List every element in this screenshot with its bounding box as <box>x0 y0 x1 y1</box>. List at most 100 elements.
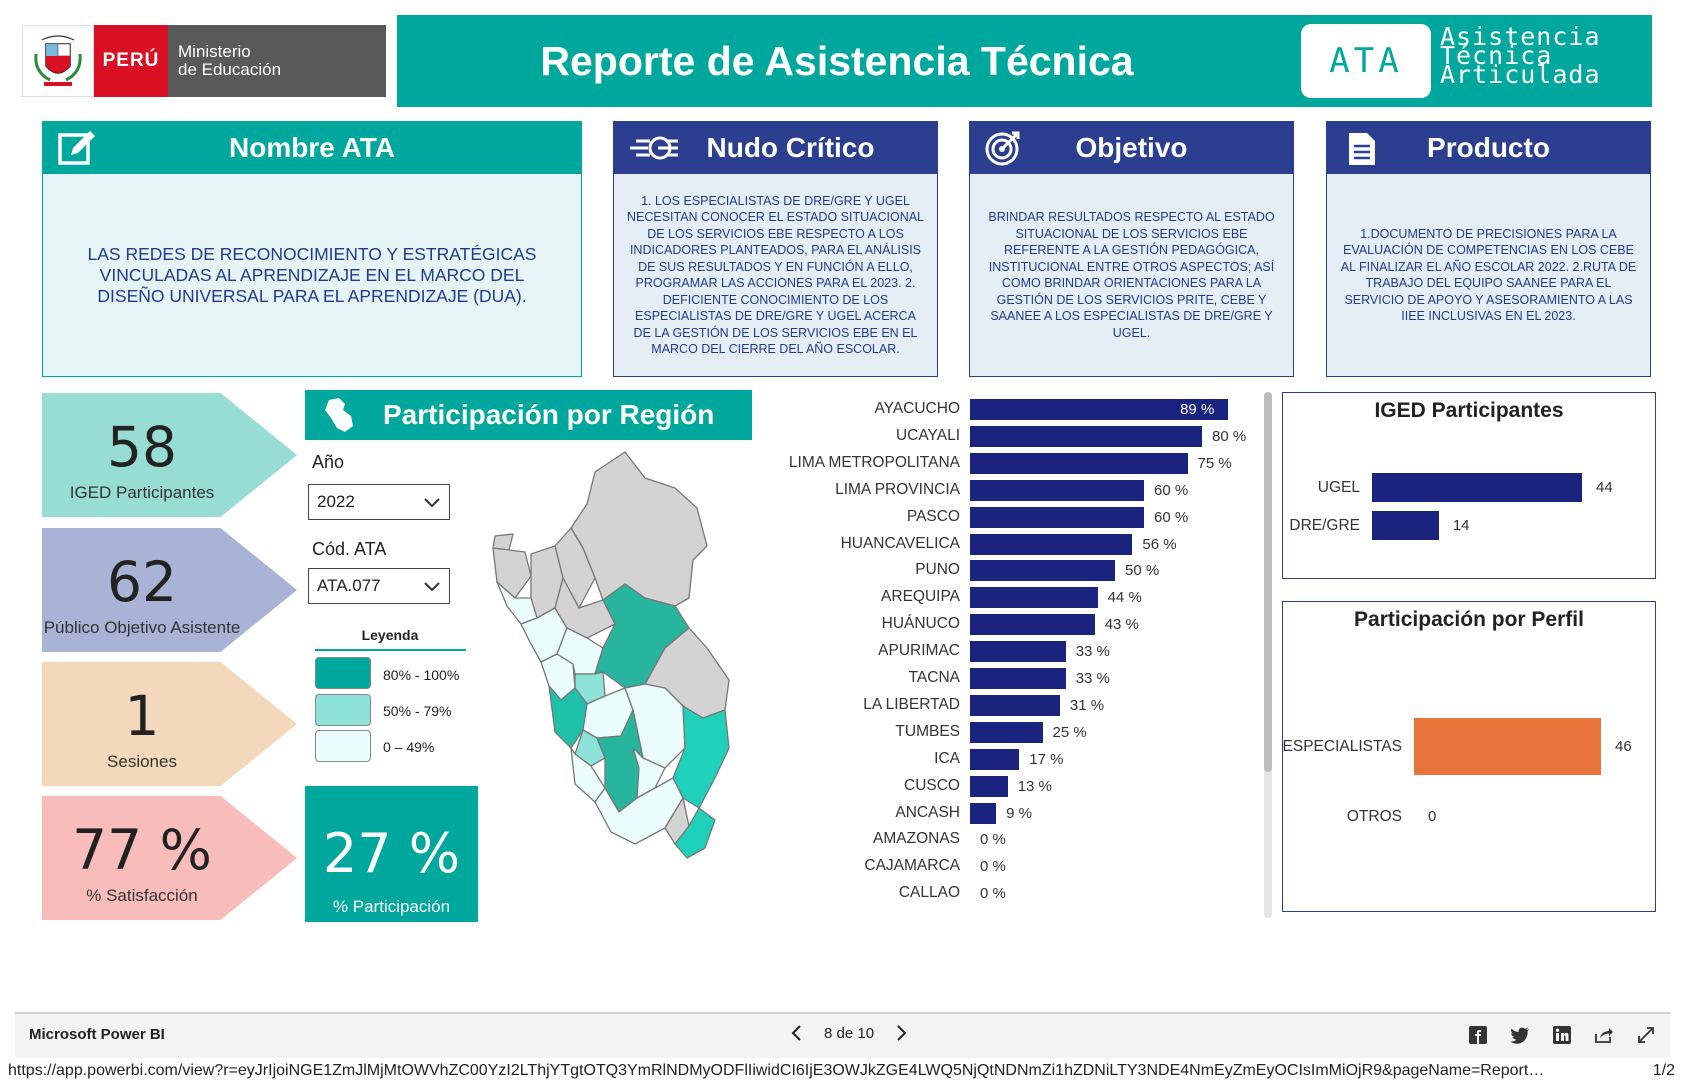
ata-line2: Técnica <box>1440 41 1553 70</box>
card-objetivo-header: Objetivo <box>970 122 1293 174</box>
map-region-arequipa[interactable] <box>594 777 684 845</box>
title-bar: Reporte de Asistencia Técnica ATA Asiste… <box>397 15 1652 107</box>
participation-kpi: 27 % % Participación <box>305 786 478 922</box>
bar[interactable] <box>1414 718 1601 775</box>
twitter-icon[interactable] <box>1510 1025 1530 1045</box>
kpi-label: Público Objetivo Asistente <box>43 618 241 637</box>
chart-title: IGED Participantes <box>1374 399 1564 422</box>
bar-value-label: 0 <box>1428 808 1437 825</box>
facebook-icon[interactable] <box>1468 1025 1488 1045</box>
bar-label: AMAZONAS <box>873 830 960 848</box>
bar-value-label: 80 % <box>1212 427 1247 445</box>
bar[interactable] <box>970 775 1008 797</box>
chevron-left-icon[interactable] <box>790 1024 802 1042</box>
legend-swatch-mid <box>315 694 371 726</box>
year-label: Año <box>312 452 345 472</box>
chevron-down-icon <box>424 498 440 508</box>
map-region-puno[interactable] <box>672 705 730 809</box>
page-indicator: 8 de 10 <box>824 1024 875 1042</box>
bar-label: HUANCAVELICA <box>840 534 960 552</box>
kpi-label: % Satisfacción <box>86 886 198 905</box>
bar-value-label: 46 <box>1615 738 1632 755</box>
bar[interactable] <box>1372 473 1582 502</box>
bar[interactable] <box>970 560 1115 582</box>
map-region-tacna[interactable] <box>674 807 716 859</box>
bar-label: AYACUCHO <box>874 400 960 417</box>
bar-label: PASCO <box>906 507 960 525</box>
bar-label: APURIMAC <box>878 642 960 660</box>
participation-value: 27 % <box>322 822 461 885</box>
bar-value-label: 14 <box>1452 517 1470 534</box>
card-nombre-title: Nombre ATA <box>229 132 395 163</box>
card-producto-header: Producto <box>1327 122 1650 174</box>
bar[interactable] <box>970 641 1066 663</box>
bar-label: CALLAO <box>898 884 960 902</box>
bar[interactable] <box>970 802 997 824</box>
linkedin-icon[interactable] <box>1552 1025 1572 1045</box>
minedu-logo: PERÚ Ministerio de Educación <box>22 25 386 97</box>
code-label: Cód. ATA <box>312 539 387 559</box>
peru-label: PERÚ <box>94 25 168 97</box>
map-region-san-martin[interactable] <box>554 577 616 639</box>
bar[interactable] <box>970 748 1020 770</box>
url-text: https://app.powerbi.com/view?r=eyJrIjoiN… <box>8 1062 1545 1079</box>
bar[interactable] <box>970 668 1066 689</box>
bar[interactable] <box>970 399 1229 420</box>
card-producto-title: Producto <box>1427 132 1550 163</box>
bar[interactable] <box>970 587 1098 609</box>
bar-value-label: 60 % <box>1154 481 1189 499</box>
page-title: Reporte de Asistencia Técnica <box>540 37 1134 84</box>
code-dropdown[interactable]: ATA.077 <box>308 568 450 604</box>
bar-value-label: 9 % <box>1006 804 1032 822</box>
bar[interactable] <box>970 721 1043 743</box>
year-dropdown[interactable]: 2022 <box>308 484 450 520</box>
bar-value-label: 44 % <box>1107 589 1142 607</box>
bar[interactable] <box>970 533 1133 555</box>
bar-label: OTROS <box>1346 808 1402 825</box>
bar-value-label: 0 % <box>980 831 1006 849</box>
fullscreen-icon[interactable] <box>1636 1025 1656 1045</box>
bar-label: CUSCO <box>904 776 960 794</box>
map-region-tumbes[interactable] <box>492 533 514 551</box>
chevron-down-icon <box>424 582 440 592</box>
legend-swatch-low <box>315 730 371 762</box>
card-nudo-critico: Nudo Crítico 1. LOS ESPECIALISTAS DE DRE… <box>613 121 938 377</box>
ministry-line2: de Educación <box>178 60 282 79</box>
ata-wordmark: Asistencia Técnica Articulada <box>1440 24 1601 87</box>
scrollbar-thumb[interactable] <box>1264 392 1272 772</box>
bar-label: ANCASH <box>895 803 960 821</box>
map-region-piura[interactable] <box>492 547 532 599</box>
bar[interactable] <box>970 694 1060 716</box>
bar[interactable] <box>970 506 1144 528</box>
bar-label: ESPECIALISTAS <box>1282 738 1402 755</box>
bar-value-label: 50 % <box>1125 562 1160 580</box>
legend-label: 50% - 79% <box>383 703 452 719</box>
powerbi-brand[interactable]: Microsoft Power BI <box>29 1026 165 1043</box>
map-region-huancavelica[interactable] <box>574 729 606 767</box>
chart-scrollbar[interactable] <box>1264 392 1272 918</box>
bar[interactable] <box>970 425 1202 447</box>
legend-swatch-high <box>315 657 371 689</box>
card-nudo-body: 1. LOS ESPECIALISTAS DE DRE/GRE Y UGEL N… <box>626 193 925 357</box>
kpi-publico-objetivo: 62 Público Objetivo Asistente <box>42 528 297 652</box>
share-icon[interactable] <box>1594 1025 1614 1045</box>
edit-icon <box>58 131 95 165</box>
bar[interactable] <box>1372 511 1439 540</box>
chevron-right-icon[interactable] <box>896 1024 908 1042</box>
bar-label: LA LIBERTAD <box>863 695 960 713</box>
bar-label: CAJAMARCA <box>864 857 960 875</box>
peru-region-map[interactable] <box>475 448 785 898</box>
page-navigator: 8 de 10 <box>790 1024 908 1042</box>
bar-value-label: 33 % <box>1075 670 1110 687</box>
bar-label: AREQUIPA <box>881 588 960 606</box>
bar[interactable] <box>970 452 1188 474</box>
bar[interactable] <box>970 614 1095 636</box>
card-nudo-title: Nudo Crítico <box>706 132 875 163</box>
kpi-value: 62 <box>107 550 177 614</box>
iged-participantes-chart: IGED Participantes UGEL 44 DRE/GRE 14 <box>1282 392 1656 579</box>
bar-value-label: 56 % <box>1142 535 1177 553</box>
bar-label: LIMA PROVINCIA <box>835 480 960 498</box>
bar[interactable] <box>970 479 1144 501</box>
legend-label: 0 – 49% <box>383 739 435 755</box>
kpi-label: Sesiones <box>107 752 177 771</box>
